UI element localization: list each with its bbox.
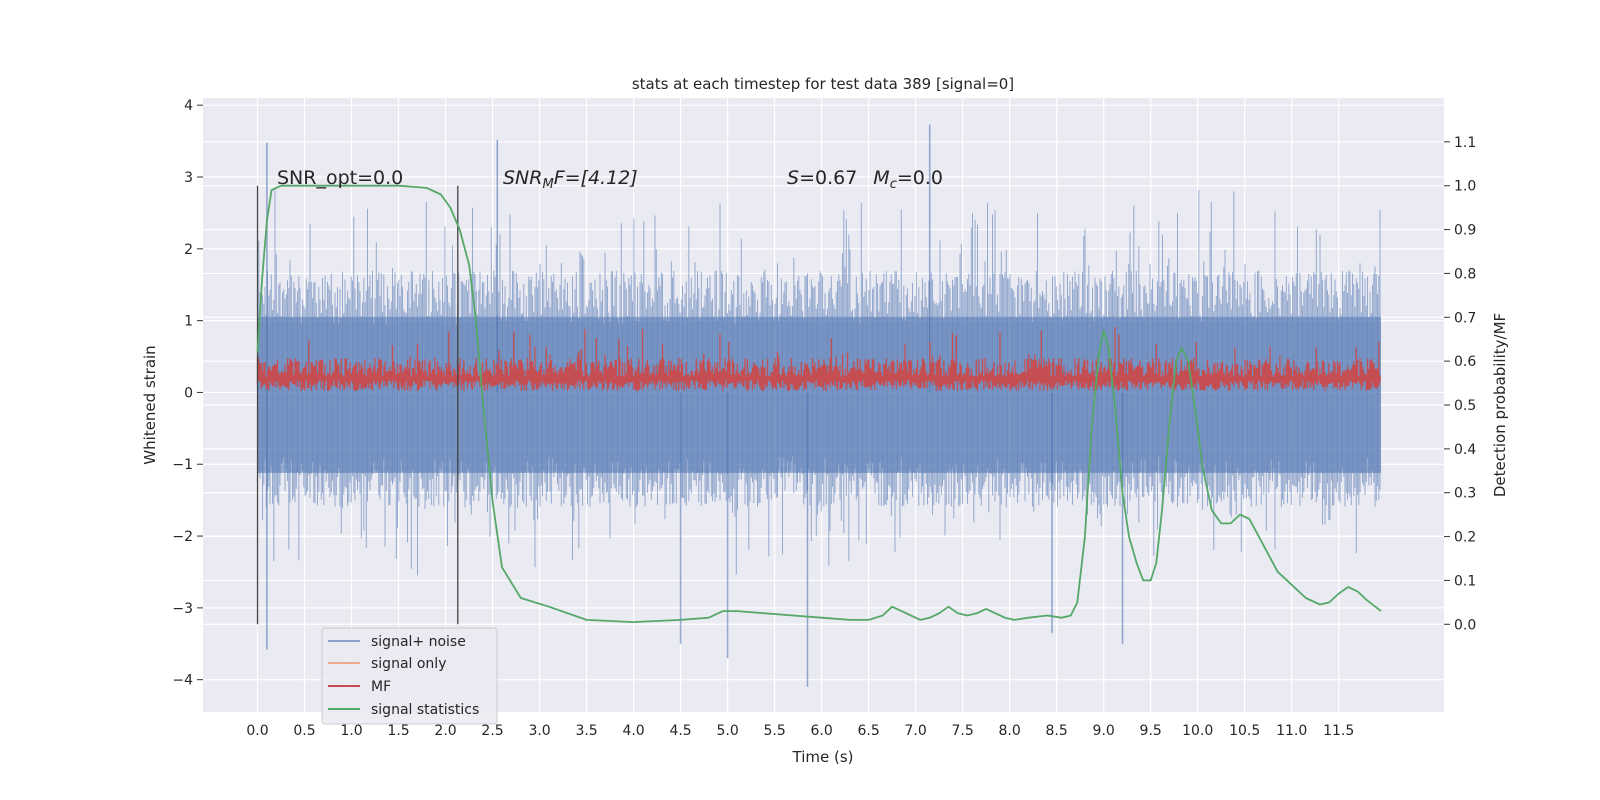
x-tick-label: 6.5 [857,723,879,739]
x-tick-label: 10.5 [1229,723,1260,739]
x-tick-label: 1.5 [387,723,409,739]
y-right-axis-label: Detection probability/MF [1491,313,1509,497]
noise-extremes [266,124,1124,687]
legend-box [321,627,498,725]
x-tick-label: 4.0 [622,723,644,739]
x-tick-label: 3.0 [528,723,550,739]
legend-label-signal-noise: signal+ noise [371,634,466,650]
y-right-tick-label: 0.0 [1454,617,1476,633]
y-right-tick-label: 0.9 [1454,223,1476,239]
x-tick-label: 2.0 [434,723,456,739]
x-tick-label: 10.0 [1182,723,1213,739]
y-left-tick-label: 3 [184,170,193,186]
mc-label: M [873,167,889,189]
x-tick-label: 7.5 [952,723,974,739]
legend-label-signal-only: signal only [371,656,446,672]
x-tick-label: 4.5 [669,723,691,739]
y-right-tick-label: 0.1 [1454,573,1476,589]
y-left-tick-label: 1 [184,314,193,330]
chart-title: stats at each timestep for test data 389… [632,75,1014,93]
x-tick-label: 1.0 [340,723,362,739]
y-left-tick-labels: 4 3 2 1 0 −1 −2 −3 −4 [172,98,193,689]
x-axis-label: Time (s) [792,748,854,766]
legend-label-mf: MF [371,679,391,695]
legend-label-signal-statistics: signal statistics [371,702,479,718]
x-tick-label: 8.0 [999,723,1021,739]
y-left-tick-label: 0 [184,385,193,401]
y-right-tick-label: 0.6 [1454,354,1476,370]
snr-mf-sub: M [542,177,553,192]
series-signal-statistics [256,184,1382,623]
y-left-tick-label: −1 [172,457,193,473]
signal-statistics-line [256,184,1382,623]
vertical-markers [256,185,459,625]
x-tick-labels: 0.0 0.5 1.0 1.5 2.0 2.5 3.0 3.5 4.0 4.5 5.0 5.5 6.0 6… [246,723,1354,739]
y-right-tick-label: 1.1 [1454,135,1476,151]
legend: signal+ noise signal only MF signal stat… [321,627,498,725]
y-left-tick-label: 2 [184,242,193,258]
annotation-snr-mf: SNRMF=[4.12] [503,167,638,192]
y-right-tick-label: 0.7 [1454,310,1476,326]
x-tick-label: 9.5 [1140,723,1162,739]
x-tick-label: 5.0 [716,723,738,739]
snr-mf-rest: F=[4.12] [554,167,638,189]
x-tick-label: 11.5 [1323,723,1354,739]
x-tick-label: 9.0 [1093,723,1115,739]
y-left-axis-label: Whitened strain [141,345,159,464]
y-left-tick-label: 4 [184,98,193,114]
s-value: =0.67 [799,167,857,189]
y-right-tick-label: 0.2 [1454,530,1476,546]
y-right-tick-label: 1.0 [1454,179,1476,195]
y-right-tick-label: 0.5 [1454,398,1476,414]
y-left-tick-label: −4 [172,673,193,689]
x-tick-label: 0.5 [293,723,315,739]
y-left-tick-label: −2 [172,529,193,545]
x-tick-label: 11.0 [1276,723,1307,739]
y-right-tick-label: 0.3 [1454,486,1476,502]
y-right-tick-label: 0.8 [1454,266,1476,282]
annotation-snr-opt: SNR_opt=0.0 [277,167,403,189]
x-tick-label: 7.0 [905,723,927,739]
x-tick-label: 3.5 [575,723,597,739]
s-label: S [787,167,799,189]
x-tick-label: 0.0 [246,723,268,739]
y-right-tick-label: 0.4 [1454,442,1476,458]
mc-sub: c [890,177,897,192]
x-tick-label: 5.5 [763,723,785,739]
x-tick-label: 8.5 [1046,723,1068,739]
mc-value: =0.0 [897,167,943,189]
x-tick-label: 2.5 [481,723,503,739]
y-left-tick-label: −3 [172,601,193,617]
snr-mf-label: SNR [503,167,542,189]
x-tick-label: 6.0 [810,723,832,739]
annotation-s-mc: S=0.67 Mc=0.0 [787,167,943,192]
y-right-tick-labels: 1.1 1.0 0.9 0.8 0.7 0.6 0.5 0.4 0.3 0.2 0.1 0.0 [1454,135,1476,633]
